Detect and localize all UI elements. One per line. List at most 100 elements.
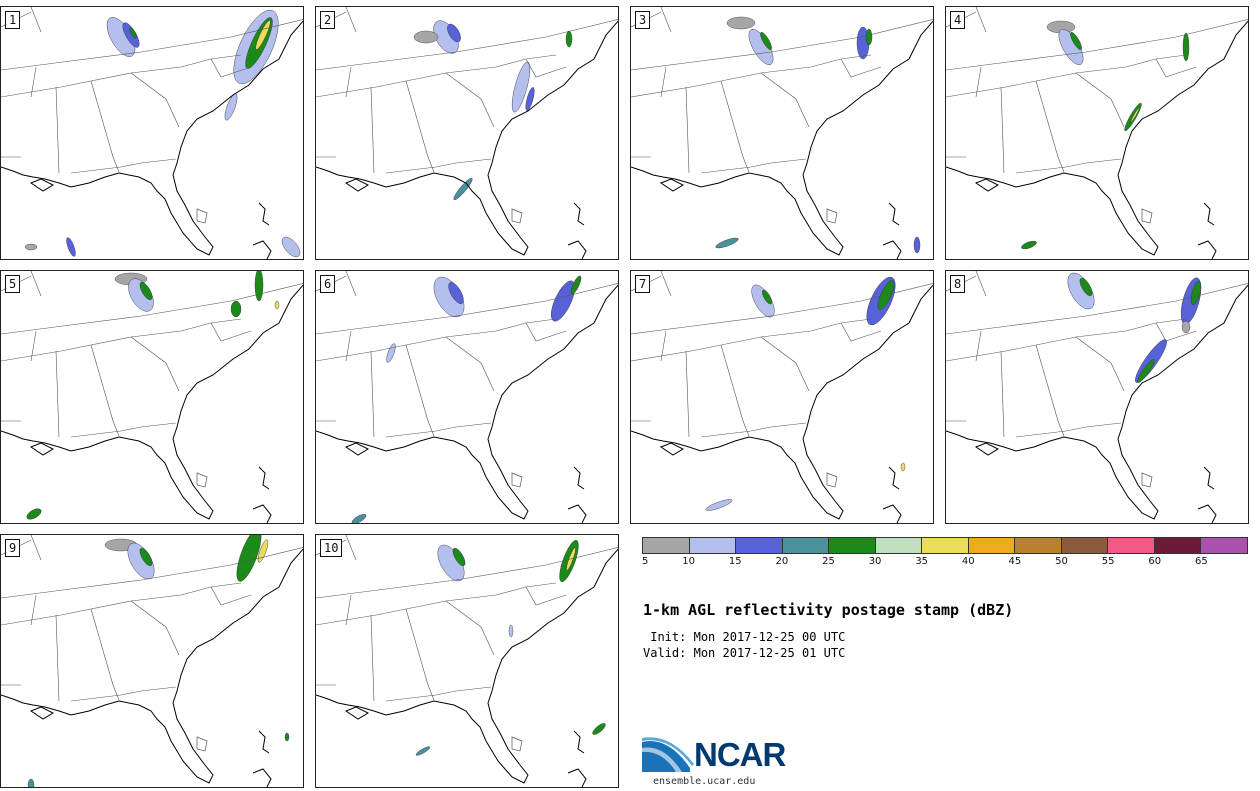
echo-cell (1182, 32, 1190, 62)
echo-cell (760, 32, 772, 50)
echo-cell (139, 281, 153, 301)
echo-cell (230, 300, 242, 318)
member-label: 7 (635, 275, 651, 293)
ncar-logo-text: NCAR (694, 736, 786, 773)
product-title: 1-km AGL reflectivity postage stamp (dBZ… (643, 601, 1014, 619)
echo-cell (715, 237, 739, 249)
echo-cell (284, 732, 290, 742)
echo-cell (751, 284, 775, 318)
colorbar-swatch (1154, 538, 1202, 553)
member-label: 5 (5, 275, 21, 293)
echo-cell (525, 87, 535, 111)
echo-cell (453, 177, 473, 201)
colorbar-tick: 15 (728, 556, 742, 567)
echo-cell (448, 282, 464, 304)
basemap (946, 271, 1248, 523)
colorbar-swatch (922, 538, 969, 553)
echo-cell (1137, 359, 1155, 383)
member-label: 8 (950, 275, 966, 293)
init-value: Mon 2017-12-25 00 UTC (693, 630, 846, 644)
member-panel: 3 (630, 6, 934, 260)
member-label: 4 (950, 11, 966, 29)
echo-cell (257, 539, 269, 563)
member-panel: 4 (945, 6, 1249, 260)
colorbar-swatch (689, 538, 737, 553)
valid-time: Valid: Mon 2017-12-25 01 UTC (643, 646, 845, 660)
member-panel: 6 (315, 270, 619, 524)
echo-cell (748, 29, 774, 65)
echo-cell (24, 243, 38, 251)
echo-cell (1067, 272, 1095, 310)
ensemble-url: ensemble.ucar.edu (653, 776, 756, 787)
echo-cell (1070, 32, 1082, 50)
basemap (1, 535, 303, 787)
colorbar-swatch (782, 538, 830, 553)
echo-cell (447, 23, 461, 43)
echo-cell (1190, 281, 1202, 305)
echo-cell (570, 275, 582, 295)
echo-cell (139, 547, 153, 567)
basemap (316, 535, 618, 787)
echo-cell (415, 746, 431, 756)
member-label: 9 (5, 539, 21, 557)
colorbar-swatch (1015, 538, 1062, 553)
ncar-swoosh-icon (642, 737, 694, 772)
colorbar-tick: 35 (915, 556, 929, 567)
echo-cell (913, 236, 921, 254)
member-panel: 5 (0, 270, 304, 524)
echo-cell (551, 280, 575, 322)
member-label: 2 (320, 11, 336, 29)
echo-cell (592, 723, 606, 735)
echo-cell (66, 237, 76, 257)
echo-cell (386, 343, 396, 363)
member-panel: 1 (0, 6, 304, 260)
colorbar-tick: 30 (868, 556, 882, 567)
echo-cell (254, 271, 264, 302)
member-panel: 9 (0, 534, 304, 788)
echo-cell (129, 27, 137, 39)
echo-cell (705, 499, 733, 511)
colorbar-swatch (829, 538, 876, 553)
echo-cell (413, 30, 439, 44)
echo-cell (762, 289, 772, 305)
member-panel: 10 (315, 534, 619, 788)
basemap (316, 271, 618, 523)
echo-cell (865, 28, 873, 46)
colorbar-swatch (968, 538, 1016, 553)
echo-cell (1021, 240, 1037, 250)
echo-cell (726, 16, 756, 30)
basemap (1, 7, 303, 259)
basemap (631, 271, 933, 523)
colorbar-tick: 65 (1195, 556, 1208, 567)
echo-cell (27, 778, 35, 787)
member-panel: 8 (945, 270, 1249, 524)
colorbar-swatch (736, 538, 783, 553)
member-label: 3 (635, 11, 651, 29)
member-label: 6 (320, 275, 336, 293)
colorbar-tick: 40 (961, 556, 975, 567)
colorbar-swatch (1201, 538, 1247, 553)
colorbar-tick: 50 (1055, 556, 1068, 567)
colorbar-tick: 45 (1008, 556, 1022, 567)
echo-cell (452, 547, 466, 567)
valid-value: Mon 2017-12-25 01 UTC (693, 646, 846, 660)
echo-cell (255, 20, 271, 50)
member-label: 10 (320, 539, 343, 557)
echo-cell (274, 300, 280, 310)
colorbar-swatch (875, 538, 923, 553)
echo-cell (281, 236, 301, 258)
init-time: Init: Mon 2017-12-25 00 UTC (643, 630, 845, 644)
colorbar-tick: 25 (822, 556, 835, 567)
member-label: 1 (5, 11, 21, 29)
basemap (631, 7, 933, 259)
colorbar-tick: 60 (1148, 556, 1162, 567)
colorbar-tick: 5 (642, 556, 649, 567)
init-label: Init: (643, 630, 687, 644)
colorbar-tick: 55 (1101, 556, 1115, 567)
basemap (1, 271, 303, 523)
basemap (946, 7, 1248, 259)
echo-cell (26, 508, 42, 520)
echo-cell (1079, 277, 1093, 297)
reflectivity-colorbar (642, 537, 1248, 554)
basemap (316, 7, 618, 259)
